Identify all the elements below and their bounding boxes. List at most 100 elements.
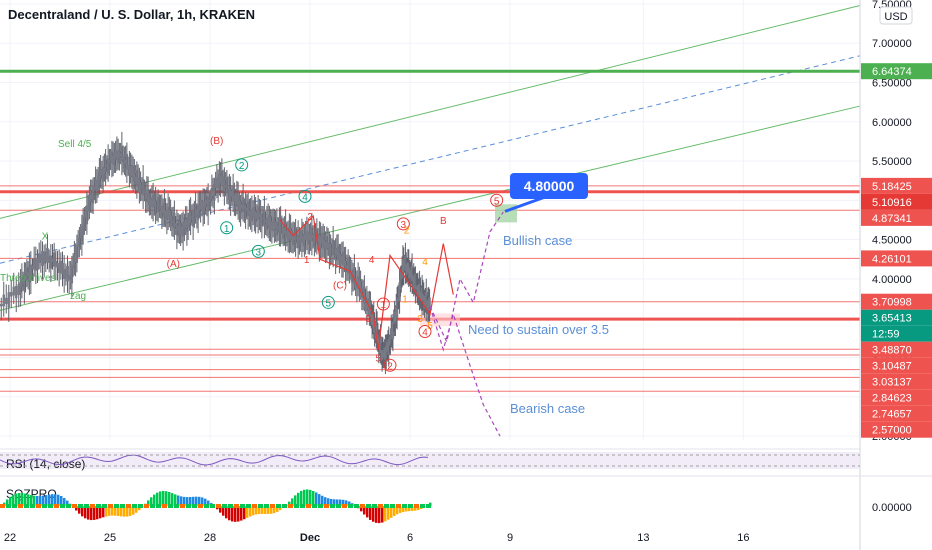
candle-body <box>76 244 80 248</box>
candle-body <box>79 232 82 239</box>
sqz-bar <box>288 501 291 506</box>
sqz-dot <box>282 504 287 508</box>
wave-label: 1 <box>402 295 408 306</box>
candle-body <box>176 225 180 231</box>
wave-label: 4 <box>369 255 375 266</box>
candle-body <box>231 186 235 202</box>
candle-body <box>67 275 71 280</box>
sqz-bar <box>117 506 120 517</box>
sqz-bar <box>246 506 249 518</box>
sqz-bar <box>81 506 84 517</box>
sqz-bar <box>6 499 9 506</box>
candle-body <box>169 210 172 221</box>
candle-body <box>333 250 336 252</box>
sqz-bar <box>114 506 117 516</box>
candle-body <box>41 251 44 266</box>
sqz-dot <box>324 504 329 508</box>
sqz-bar <box>108 506 111 516</box>
candle-body <box>204 195 207 208</box>
candle-body <box>75 245 79 263</box>
candle-body <box>29 264 33 281</box>
candle-body <box>311 234 315 239</box>
candle-body <box>221 176 225 185</box>
sqz-bar <box>279 506 282 511</box>
sqz-dot <box>408 504 413 508</box>
rsi-pane[interactable]: RSI (14, close) <box>0 448 860 471</box>
sqz-bar <box>168 491 171 506</box>
price-tick: 6.00000 <box>872 117 912 129</box>
candle-body <box>110 151 114 164</box>
time-axis[interactable]: 22 25 28 Dec 6 9 13 16 <box>4 532 750 544</box>
candle-body <box>236 195 240 206</box>
candle-body <box>328 242 331 256</box>
wave-label: 4 <box>302 192 308 203</box>
candle-body <box>28 266 31 283</box>
candle-body <box>106 158 110 175</box>
candle-body <box>263 209 266 225</box>
candle-body <box>139 181 142 194</box>
candle-body <box>268 215 271 228</box>
sqz-pane[interactable]: SQZPRO 0.00000 <box>0 475 932 524</box>
sqz-bar <box>345 500 348 506</box>
candle-body <box>402 259 405 273</box>
candle-body <box>118 151 121 158</box>
sqz-dot <box>42 504 47 508</box>
wave-label: 2 <box>387 361 393 372</box>
candle-body <box>310 227 314 242</box>
candle-body <box>196 205 200 220</box>
candle-body <box>51 258 54 263</box>
sqz-bar <box>276 506 279 512</box>
sqz-dot <box>240 504 245 508</box>
currency-box[interactable] <box>879 6 913 25</box>
sqz-bar <box>363 506 366 515</box>
candle-body <box>150 199 154 208</box>
sqz-dot <box>228 504 233 508</box>
candle-body <box>209 196 212 202</box>
sqz-dot <box>78 504 83 508</box>
price-label: 6.64374 <box>872 66 912 78</box>
candle-body <box>153 199 156 207</box>
sqz-dot <box>54 504 59 508</box>
candle-body <box>379 336 382 354</box>
candle-body <box>171 220 175 223</box>
sqz-dot <box>66 504 71 508</box>
candle-body <box>372 315 375 329</box>
sqz-dot <box>276 504 281 508</box>
candle-body <box>392 323 395 325</box>
candle-body <box>19 281 22 293</box>
candle-body <box>298 237 301 241</box>
candle-body <box>203 201 206 211</box>
bearish-annotation: Bearish case <box>510 401 585 416</box>
sqz-dot <box>90 504 95 508</box>
sqz-bar <box>369 506 372 520</box>
candle-body <box>400 271 403 280</box>
sqz-bar <box>396 506 399 515</box>
sqz-bar <box>147 500 150 506</box>
candle-body <box>376 334 380 342</box>
candle-body <box>185 219 189 233</box>
wave-label: 5 <box>427 321 433 332</box>
candle-body <box>135 170 139 186</box>
sqz-bar <box>123 506 126 517</box>
candle-body <box>343 256 346 266</box>
sqz-bar <box>234 506 237 522</box>
target-badge[interactable]: 4.80000 <box>504 173 588 213</box>
candle-body <box>94 180 97 190</box>
candle-body <box>52 252 56 267</box>
candle-body <box>155 205 159 207</box>
candle-body <box>329 243 332 257</box>
sqz-bar <box>372 506 375 522</box>
candle-body <box>350 270 354 283</box>
candle-body <box>134 176 137 182</box>
price-label: 12:59 <box>872 329 900 341</box>
candle-body <box>90 193 94 200</box>
candle-body <box>301 236 305 243</box>
candle-body <box>270 221 274 231</box>
candle-body <box>260 213 264 227</box>
sqz-dot <box>234 504 239 508</box>
sqz-dot <box>294 504 299 508</box>
sqz-dot <box>258 504 263 508</box>
candle-body <box>286 231 290 241</box>
candle-body <box>226 188 230 191</box>
